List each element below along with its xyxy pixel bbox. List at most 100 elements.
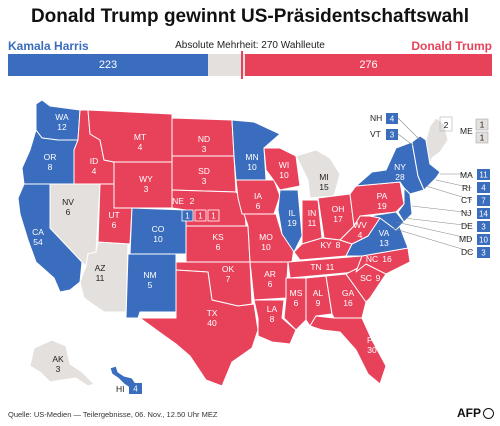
label-ak-abbr: AK [52,354,64,364]
majority-note: Absolute Mehrheit: 270 Wahlleute [175,40,325,51]
label-wa-ev: 12 [57,122,67,132]
state-new-england [411,135,441,191]
label-ma-ev: 11 [479,171,488,180]
label-nj-ev: 14 [479,210,488,219]
label-tx-ev: 40 [207,318,217,328]
state-me [425,117,449,165]
label-ri-ev: 4 [481,184,486,193]
label-ky-abbr: KY [320,240,332,250]
label-wv-ev: 4 [358,230,363,240]
label-ne-ev: 2 [190,196,195,206]
label-al-abbr: AL [313,288,324,298]
source-footer: Quelle: US-Medien — Teilergebnisse, 06. … [8,410,218,419]
label-ca-ev: 54 [33,237,43,247]
label-ar-ev: 6 [268,279,273,289]
label-nv-ev: 6 [66,207,71,217]
label-wv-abbr: WV [353,220,367,230]
label-ar-abbr: AR [264,269,276,279]
hi-callout: HI 4 [116,383,142,394]
label-va-abbr: VA [379,228,390,238]
label-ut-abbr: UT [108,210,119,220]
label-fl-ev: 30 [367,345,377,355]
nh-vt-callouts: NH 4 VT 3 [370,113,421,147]
label-nd-ev: 3 [202,144,207,154]
state-tx [139,269,259,387]
label-sd-abbr: SD [198,166,210,176]
label-vt-abbr: VT [370,129,381,139]
label-pa-ev: 19 [377,201,387,211]
label-dc-abbr: DC [461,247,473,257]
ne-cd2-label: 1 [198,212,203,221]
harris-label: Kamala Harris [8,39,89,53]
label-tx-abbr: TX [207,308,218,318]
label-nd-abbr: ND [198,134,210,144]
label-va-ev: 13 [379,238,389,248]
label-wi-ev: 10 [279,170,289,180]
label-mi-ev: 15 [319,182,329,192]
label-mo-ev: 10 [261,242,271,252]
label-mt-abbr: MT [134,132,146,142]
state-nm [125,253,177,319]
label-nh-ev: 4 [390,115,395,124]
label-la-ev: 8 [270,314,275,324]
ne-cd3-label: 1 [211,212,216,221]
label-az-abbr: AZ [95,263,106,273]
label-md-ev: 10 [479,236,488,245]
label-ak-ev: 3 [56,364,61,374]
label-ct-abbr: CT [461,195,472,205]
harris-votes: 223 [98,59,118,71]
label-ok-ev: 7 [226,274,231,284]
label-sd-ev: 3 [202,176,207,186]
ne-district-boxes: 1 1 1 [181,209,220,222]
state-fl [309,315,387,385]
label-ks-abbr: KS [212,232,224,242]
label-ga-ev: 16 [343,298,353,308]
label-or-ev: 8 [48,162,53,172]
label-ma-abbr: MA [460,170,473,180]
label-ia-ev: 6 [256,201,261,211]
label-in-ev: 11 [308,218,317,228]
label-al-ev: 9 [316,298,321,308]
label-tn-abbr: TN [310,262,321,272]
afp-logo-mark [483,408,494,420]
label-ks-ev: 6 [216,242,221,252]
trump-bar: 276 [245,54,492,76]
state-mo [243,213,295,263]
label-me-abbr: ME [460,126,473,136]
label-in-abbr: IN [308,208,317,218]
label-ca-abbr: CA [32,227,44,237]
label-mn-ev: 10 [247,162,257,172]
label-ny-ev: 28 [395,172,405,182]
label-ny-abbr: NY [394,162,406,172]
label-dc-ev: 3 [481,249,486,258]
afp-logo-text: AFP [457,406,481,420]
label-ne-abbr: NE [172,196,184,206]
label-ok-abbr: OK [222,264,235,274]
pending-bar [208,54,245,76]
label-me-ev: 2 [444,120,449,130]
page-title: Donald Trump gewinnt US-Präsidentschafts… [30,6,470,27]
label-de-ev: 3 [481,223,486,232]
label-wa-abbr: WA [55,112,69,122]
label-nm-ev: 5 [148,280,153,290]
trump-votes: 276 [359,59,378,71]
state-labels: WA 12 OR 8 CA 54 NV 6 AZ 11 ID 4 UT 6 MT… [32,112,406,374]
label-hi-ev: 4 [133,385,138,394]
east-callouts: MA 11 RI 4 CT 7 NJ 14 DE 3 MD 10 DC 3 [391,169,490,258]
label-nv-abbr: NV [62,197,74,207]
label-ms-abbr: MS [290,288,303,298]
label-ia-abbr: IA [254,191,262,201]
state-mi [295,149,341,199]
majority-line [241,51,243,79]
label-oh-abbr: OH [332,204,345,214]
label-wi-abbr: WI [279,160,289,170]
afp-logo: AFP [457,406,494,420]
harris-bar: 223 [8,54,208,76]
label-or-abbr: OR [44,152,57,162]
label-me-cd2: 1 [480,133,485,143]
label-ut-ev: 6 [112,220,117,230]
label-ct-ev: 7 [481,197,486,206]
label-fl-abbr: FL [367,335,377,345]
label-mn-abbr: MN [245,152,258,162]
label-oh-ev: 17 [333,214,343,224]
